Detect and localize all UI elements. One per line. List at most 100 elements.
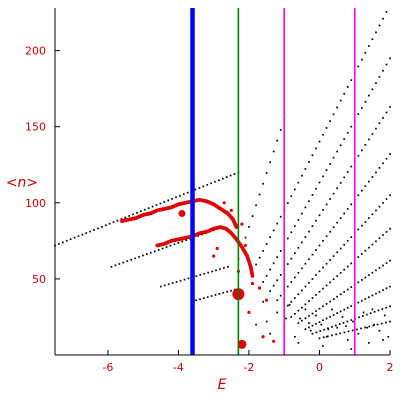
black-data-point (325, 303, 328, 305)
black-data-point (276, 256, 279, 258)
black-data-point (175, 196, 177, 199)
black-data-point (286, 202, 289, 204)
black-data-point (378, 291, 381, 293)
black-data-point (286, 263, 289, 265)
black-data-point (311, 194, 314, 196)
black-data-point (304, 285, 307, 288)
black-data-point (371, 38, 374, 41)
black-data-point (276, 222, 279, 225)
black-data-point (327, 327, 329, 330)
black-data-point (318, 337, 321, 340)
black-data-point (163, 201, 166, 203)
black-data-point (339, 293, 342, 296)
black-data-point (322, 133, 324, 136)
black-data-point (124, 216, 127, 219)
black-data-point (350, 165, 353, 168)
black-data-point (203, 297, 205, 299)
black-data-point (211, 270, 213, 273)
black-scatter-point (265, 320, 268, 323)
black-scatter-point (276, 311, 279, 314)
black-data-point (322, 175, 324, 178)
black-data-point (343, 138, 346, 140)
black-scatter-point (368, 342, 370, 344)
black-scatter-point (297, 342, 300, 344)
black-data-point (225, 176, 228, 178)
black-data-point (297, 293, 300, 296)
black-data-point (368, 94, 370, 97)
black-data-point (132, 213, 134, 216)
black-data-point (378, 267, 381, 269)
black-scatter-point (366, 326, 368, 329)
black-data-point (194, 188, 197, 191)
black-data-point (223, 267, 225, 269)
black-data-point (322, 336, 325, 339)
black-data-point (385, 198, 388, 200)
black-scatter-point (350, 348, 353, 350)
black-data-point (315, 310, 317, 312)
black-data-point (143, 208, 146, 211)
black-data-point (389, 106, 391, 108)
black-scatter-point (325, 335, 328, 338)
black-data-point (371, 213, 374, 216)
black-data-point (120, 218, 123, 220)
black-data-point (269, 290, 272, 292)
black-data-point (332, 255, 335, 257)
black-data-point (226, 290, 228, 293)
black-data-point (169, 244, 172, 247)
black-data-point (382, 17, 384, 20)
red-scatter-point (257, 286, 262, 290)
black-data-point (360, 189, 363, 192)
black-data-point (81, 233, 84, 236)
black-data-point (360, 58, 363, 61)
black-data-point (311, 225, 314, 227)
black-data-point (290, 300, 293, 303)
black-data-point (101, 225, 103, 228)
red-large-point (237, 339, 247, 349)
black-data-point (308, 315, 310, 317)
black-data-point (293, 225, 296, 227)
black-data-point (187, 277, 190, 280)
red-upper-point (234, 225, 239, 230)
black-data-point (336, 221, 339, 224)
black-data-point (229, 174, 232, 177)
black-data-point (179, 194, 181, 197)
black-data-point (202, 185, 205, 188)
black-data-point (308, 230, 310, 233)
x-tick-label: 2 (387, 361, 394, 374)
black-data-point (279, 274, 282, 276)
black-data-point (177, 242, 180, 244)
black-data-point (325, 284, 328, 287)
black-data-point (346, 86, 349, 88)
black-data-point (323, 328, 325, 331)
black-data-point (89, 230, 92, 233)
black-data-point (311, 332, 314, 335)
black-data-point (265, 274, 268, 277)
black-data-point (334, 324, 337, 327)
black-data-point (210, 295, 213, 297)
black-data-point (165, 246, 168, 248)
black-scatter-point (308, 322, 310, 324)
x-tick-label: -4 (173, 361, 184, 374)
black-data-point (118, 263, 121, 265)
black-data-point (233, 173, 236, 175)
black-data-point (346, 208, 349, 210)
black-data-point (318, 214, 321, 217)
black-data-point (360, 224, 363, 227)
black-data-point (389, 194, 391, 197)
black-data-point (325, 169, 328, 171)
black-data-point (336, 251, 339, 254)
black-data-point (293, 312, 296, 315)
x-axis-label: E (218, 377, 227, 393)
black-data-point (315, 274, 317, 276)
black-data-point (332, 226, 335, 229)
black-data-point (336, 187, 339, 190)
black-data-point (149, 251, 152, 254)
black-data-point (385, 262, 388, 264)
black-data-point (368, 325, 371, 328)
black-scatter-point (341, 316, 344, 318)
black-data-point (346, 240, 349, 242)
red-scatter-point (264, 298, 269, 302)
black-data-point (297, 309, 300, 312)
black-data-point (343, 268, 346, 271)
black-data-point (114, 264, 117, 267)
